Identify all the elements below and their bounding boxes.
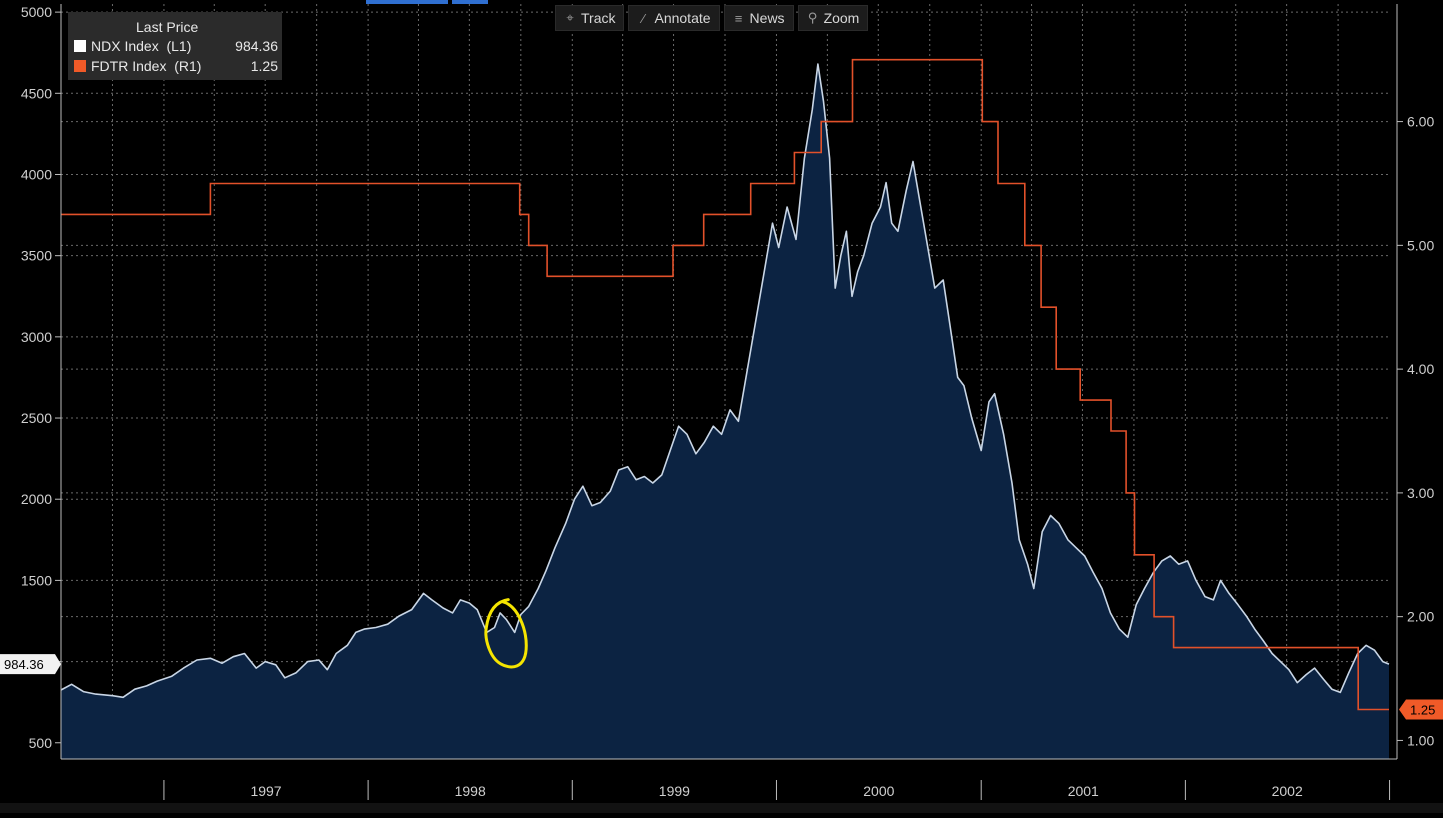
legend-name-ndx: NDX Index (L1) [91,38,192,54]
left-axis-tick-label: 3000 [21,329,52,345]
track-label: Track [581,10,616,26]
zoom-label: Zoom [823,10,860,26]
right-axis-tick-label: 5.00 [1407,237,1434,253]
left-axis-tick-label: 500 [29,735,53,751]
right-axis-tick-label: 3.00 [1407,485,1434,501]
zoom-button[interactable]: ⚲ Zoom [797,5,869,31]
legend-row-fdtr[interactable]: FDTR Index (R1) 1.25 [74,57,278,75]
magnifier-icon: ⚲ [807,10,818,25]
legend-row-ndx[interactable]: NDX Index (L1) 984.36 [74,37,278,55]
left-axis-tick-label: 5000 [21,4,52,20]
legend-swatch-ndx [74,40,86,52]
x-axis-tick-label: 2002 [1272,783,1303,799]
left-axis-tick-label: 2000 [21,491,52,507]
right-axis-tick-label: 1.00 [1407,732,1434,748]
legend-swatch-fdtr [74,60,86,72]
x-axis-tick-label: 2001 [1068,783,1099,799]
axis-layer: 5001000150020002500300035004000450050001… [0,4,1443,800]
legend-value-fdtr: 1.25 [250,58,278,74]
x-axis-tick-label: 2000 [863,783,894,799]
right-axis-tick-label: 2.00 [1407,609,1434,625]
legend-box[interactable]: Last Price NDX Index (L1) 984.36 FDTR In… [68,12,282,80]
top-tab-indicator[interactable] [366,0,448,4]
left-axis-tick-label: 2500 [21,410,52,426]
right-last-value-tag [1399,699,1443,720]
left-last-value-tag-text: 984.36 [4,657,44,672]
news-button[interactable]: ≡ News [723,5,794,31]
annotation-layer [484,598,528,669]
left-last-value-tag [0,654,61,675]
bottom-bar [0,803,1443,813]
annotate-label: Annotate [654,10,711,26]
yellow-circle-annotation [484,598,528,669]
fdtr-series-layer [61,58,1389,711]
right-axis-tick-label: 4.00 [1407,361,1434,377]
top-tab-indicator-secondary[interactable] [452,0,488,4]
legend-name-fdtr: FDTR Index (R1) [91,58,202,74]
left-axis-tick-label: 4000 [21,166,52,182]
annotate-button[interactable]: ⁄ Annotate [628,5,720,31]
x-axis-tick-label: 1998 [455,783,486,799]
right-axis-tick-label: 6.00 [1407,114,1434,130]
left-axis-tick-label: 4500 [21,85,52,101]
crosshair-icon: ⌖ [566,10,574,25]
track-button[interactable]: ⌖ Track [555,5,625,31]
pencil-icon: ⁄ [642,10,645,26]
news-label: News [749,10,785,26]
ndx-series-layer [60,63,1390,760]
left-axis-tick-label: 1500 [21,572,52,588]
news-icon: ≡ [734,10,743,26]
chart-toolbar: ⌖ Track ⁄ Annotate ≡ News ⚲ Zoom [555,5,869,31]
right-last-value-tag-text: 1.25 [1410,702,1435,717]
ndx-line[interactable] [60,63,1390,699]
x-axis-tick-label: 1999 [659,783,690,799]
left-axis-tick-label: 3500 [21,248,52,264]
legend-value-ndx: 984.36 [235,38,278,54]
fdtr-line[interactable] [61,58,1389,711]
ndx-area [61,64,1389,760]
x-axis-tick-label: 1997 [250,783,281,799]
legend-title: Last Price [136,19,199,35]
